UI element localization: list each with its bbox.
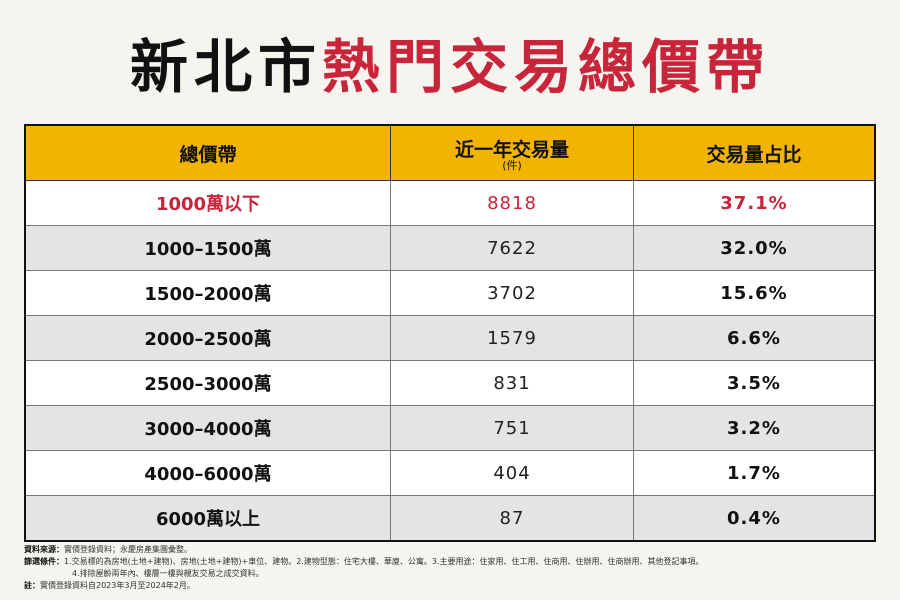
share-cell: 15.6% (633, 270, 876, 316)
period-note: 註：實價登錄資料自2023年3月至2024年2月。 (24, 580, 876, 592)
volume-cell: 3702 (390, 270, 634, 316)
share-cell: 1.7% (633, 450, 876, 496)
filter-note: 篩選條件：1.交易標的為房地(土地+建物)、房地(土地+建物)+車位、建物。2.… (24, 556, 876, 568)
table-row: 3000–4000萬 751 3.2% (24, 405, 876, 451)
source-note: 資料來源：實價登錄資料；永慶房產集團彙整。 (24, 544, 876, 556)
footnotes: 資料來源：實價登錄資料；永慶房產集團彙整。 篩選條件：1.交易標的為房地(土地+… (24, 544, 876, 592)
price-band-cell: 4000–6000萬 (24, 450, 391, 496)
note-label: 註： (24, 581, 40, 590)
price-band-table: 總價帶 近一年交易量 (件) 交易量占比 1000萬以下 8818 37.1% … (24, 124, 876, 542)
price-band-cell: 2000–2500萬 (24, 315, 391, 361)
title-topic: 熱門交易總價帶 (322, 33, 771, 101)
share-cell: 32.0% (633, 225, 876, 271)
filter-note-continued: 4.排除屋齡兩年內、樓層一樓與親友交易之成交資料。 (24, 568, 876, 580)
header-volume-label: 近一年交易量 (454, 138, 569, 161)
table-row: 2500–3000萬 831 3.5% (24, 360, 876, 406)
filter-label: 篩選條件： (24, 557, 64, 566)
price-band-cell: 1000萬以下 (24, 180, 391, 226)
header-price-band: 總價帶 (24, 124, 391, 181)
header-volume-unit: (件) (502, 158, 522, 172)
note-text: 實價登錄資料自2023年3月至2024年2月。 (40, 581, 195, 590)
source-label: 資料來源： (24, 545, 64, 554)
header-volume: 近一年交易量 (件) (390, 124, 634, 181)
table-header-row: 總價帶 近一年交易量 (件) 交易量占比 (24, 124, 876, 181)
volume-cell: 831 (390, 360, 634, 406)
table-row: 4000–6000萬 404 1.7% (24, 450, 876, 496)
table-row: 6000萬以上 87 0.4% (24, 495, 876, 542)
volume-cell: 1579 (390, 315, 634, 361)
table-row: 1000–1500萬 7622 32.0% (24, 225, 876, 271)
volume-cell: 8818 (390, 180, 634, 226)
share-cell: 3.2% (633, 405, 876, 451)
page-title: 新北市熱門交易總價帶 (0, 22, 900, 112)
price-band-cell: 1000–1500萬 (24, 225, 391, 271)
title-city: 新北市 (129, 33, 322, 101)
share-cell: 6.6% (633, 315, 876, 361)
price-band-cell: 1500–2000萬 (24, 270, 391, 316)
volume-cell: 751 (390, 405, 634, 451)
share-cell: 37.1% (633, 180, 876, 226)
share-cell: 3.5% (633, 360, 876, 406)
filter-text-2: 4.排除屋齡兩年內、樓層一樓與親友交易之成交資料。 (72, 569, 264, 578)
header-share: 交易量占比 (633, 124, 876, 181)
filter-text-1: 1.交易標的為房地(土地+建物)、房地(土地+建物)+車位、建物。2.建物型態：… (64, 557, 704, 566)
volume-cell: 7622 (390, 225, 634, 271)
price-band-cell: 3000–4000萬 (24, 405, 391, 451)
table-row: 2000–2500萬 1579 6.6% (24, 315, 876, 361)
table-row: 1000萬以下 8818 37.1% (24, 180, 876, 226)
volume-cell: 87 (390, 495, 634, 542)
source-text: 實價登錄資料；永慶房產集團彙整。 (64, 545, 192, 554)
price-band-cell: 6000萬以上 (24, 495, 391, 542)
volume-cell: 404 (390, 450, 634, 496)
share-cell: 0.4% (633, 495, 876, 542)
price-band-cell: 2500–3000萬 (24, 360, 391, 406)
table-row: 1500–2000萬 3702 15.6% (24, 270, 876, 316)
